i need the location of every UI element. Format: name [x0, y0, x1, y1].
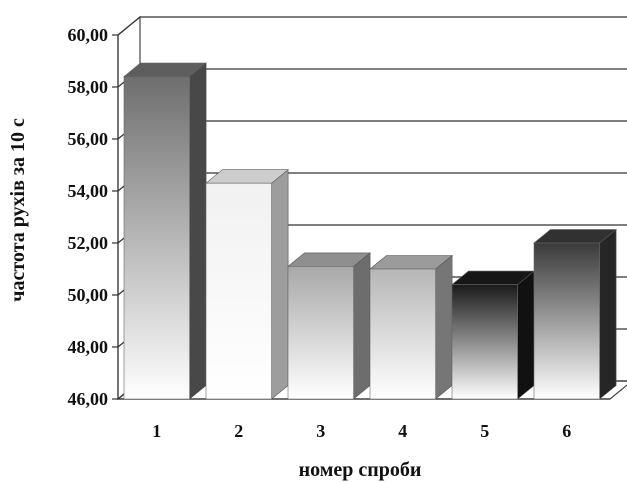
bar-4 [369, 254, 453, 400]
bar-front [451, 284, 518, 400]
y-axis-title: частота рухів за 10 с [7, 118, 29, 302]
bar-side [189, 62, 207, 400]
y-tick-label: 52,00 [68, 233, 109, 253]
x-tick-label: 3 [316, 421, 325, 441]
bar-front [369, 268, 436, 400]
bar-5 [451, 270, 535, 400]
x-axis-title: номер спроби [299, 459, 422, 481]
x-tick-label: 6 [562, 421, 571, 441]
y-tick-label: 56,00 [68, 129, 109, 149]
bar-side [353, 252, 371, 400]
y-tick-labels: 46,00 48,00 50,00 52,00 54,00 56,00 58,00 60,00 [68, 25, 109, 409]
bar-1 [123, 62, 207, 400]
x-tick-label: 1 [152, 421, 161, 441]
bar-side [599, 228, 617, 400]
bar-6 [533, 228, 617, 400]
bar-front [287, 266, 354, 400]
bar-3 [287, 252, 371, 400]
y-tick-label: 54,00 [68, 181, 109, 201]
bar-side [271, 169, 289, 400]
x-tick-label: 5 [480, 421, 489, 441]
y-tick-label: 48,00 [68, 337, 109, 357]
y-tick-label: 46,00 [68, 389, 109, 409]
x-tick-label: 2 [234, 421, 243, 441]
x-tick-labels: 1 2 3 4 5 6 [152, 421, 571, 441]
bar-front [205, 182, 272, 400]
bar-front [533, 242, 600, 400]
x-tick-label: 4 [398, 421, 407, 441]
y-tick-label: 60,00 [68, 25, 109, 45]
bar-front [123, 76, 190, 400]
y-tick-label: 50,00 [68, 285, 109, 305]
gridline [117, 16, 627, 36]
y-tick-label: 58,00 [68, 77, 109, 97]
bar-side [517, 270, 535, 400]
bar-side [435, 254, 453, 400]
bar-2 [205, 169, 289, 400]
bars [123, 62, 617, 400]
